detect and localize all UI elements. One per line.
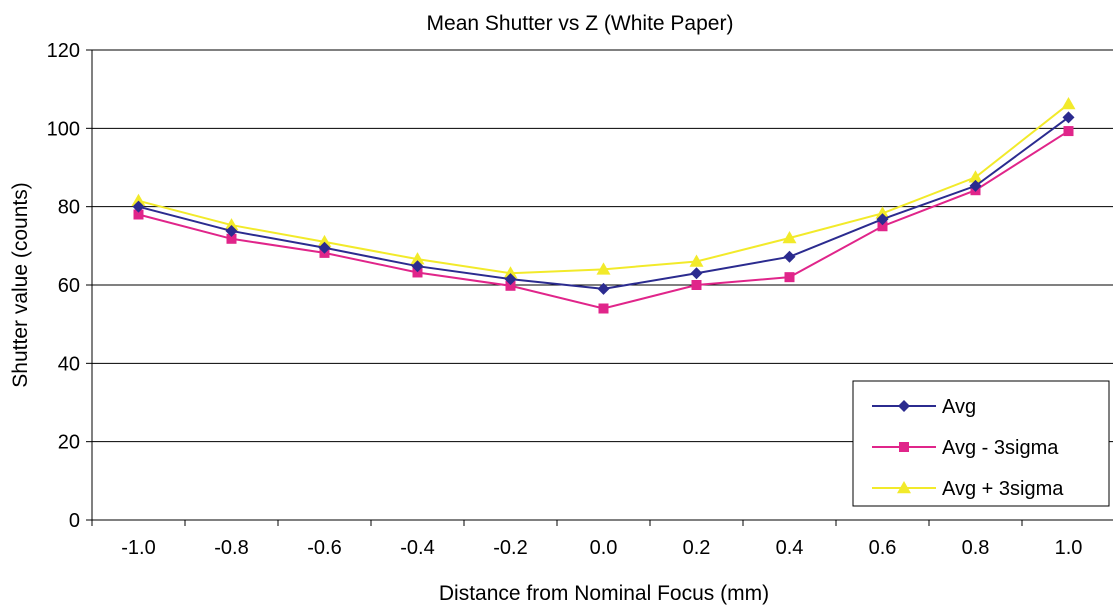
y-tick-label: 120 <box>47 40 80 62</box>
legend-box <box>852 380 1110 507</box>
x-tick-label: 0.8 <box>962 537 990 559</box>
data-point <box>505 280 516 291</box>
x-tick-label: -0.6 <box>307 537 341 559</box>
data-point <box>877 221 888 232</box>
data-point <box>1063 126 1074 137</box>
series-group <box>131 97 1076 314</box>
x-tick-label: 1.0 <box>1055 537 1083 559</box>
series-2 <box>131 97 1076 279</box>
legend: Avg Avg - 3sigma Avg + 3sigma <box>852 380 1110 507</box>
data-point <box>412 267 423 278</box>
data-point <box>784 272 795 283</box>
x-tick-label: 0.2 <box>683 537 711 559</box>
y-tick-label: 60 <box>58 275 80 297</box>
data-point <box>504 273 517 286</box>
series-line <box>138 103 1070 275</box>
data-point <box>226 233 237 244</box>
y-tick-label: 0 <box>69 510 80 532</box>
data-point <box>411 260 424 273</box>
y-tick-label: 20 <box>58 432 80 454</box>
data-point <box>224 218 239 231</box>
legend-marker <box>898 400 910 412</box>
data-point <box>1062 111 1075 124</box>
x-tick-label: -1.0 <box>121 537 155 559</box>
y-tick-label: 100 <box>47 118 80 140</box>
legend-label: Avg - 3sigma <box>942 437 1059 459</box>
series-line <box>138 130 1070 310</box>
data-point <box>690 267 703 280</box>
legend-label: Avg <box>942 396 976 418</box>
data-point <box>131 193 146 207</box>
legend-marker <box>897 481 911 494</box>
data-point <box>410 252 425 265</box>
data-point <box>876 213 889 226</box>
data-point <box>225 224 238 237</box>
x-tick-label: 0.0 <box>590 537 618 559</box>
chart-title: Mean Shutter vs Z (White Paper) <box>427 12 734 35</box>
series-0 <box>132 111 1075 295</box>
x-tick-label: 0.6 <box>869 537 897 559</box>
data-point <box>596 262 611 275</box>
x-tick-label: -0.2 <box>493 537 527 559</box>
data-point <box>1061 97 1076 110</box>
data-point <box>968 170 983 183</box>
y-axis-title: Shutter value (counts) <box>9 182 32 387</box>
data-point <box>318 241 331 254</box>
y-tick-label: 40 <box>58 353 80 375</box>
data-point <box>691 280 702 290</box>
x-tick-label: -0.4 <box>400 537 434 559</box>
legend-marker <box>899 442 909 452</box>
x-axis-title: Distance from Nominal Focus (mm) <box>439 582 769 605</box>
data-point <box>782 231 797 244</box>
data-point <box>132 200 145 213</box>
data-point <box>598 303 609 314</box>
data-point <box>875 206 890 219</box>
legend-label: Avg + 3sigma <box>942 478 1064 500</box>
data-point <box>133 209 144 220</box>
data-point <box>783 250 796 263</box>
data-point <box>689 254 704 267</box>
data-point <box>317 234 332 248</box>
y-tick-label: 80 <box>58 197 80 219</box>
data-point <box>969 179 982 192</box>
x-tick-label: 0.4 <box>776 537 804 559</box>
x-tick-label: -0.8 <box>214 537 248 559</box>
data-point <box>597 282 610 295</box>
data-point <box>503 266 518 279</box>
axes: 0 20 40 60 80 100 120 -1.0 -0.8 -0.6 -0.4 -0.2 0.0 0.… <box>47 40 1113 559</box>
